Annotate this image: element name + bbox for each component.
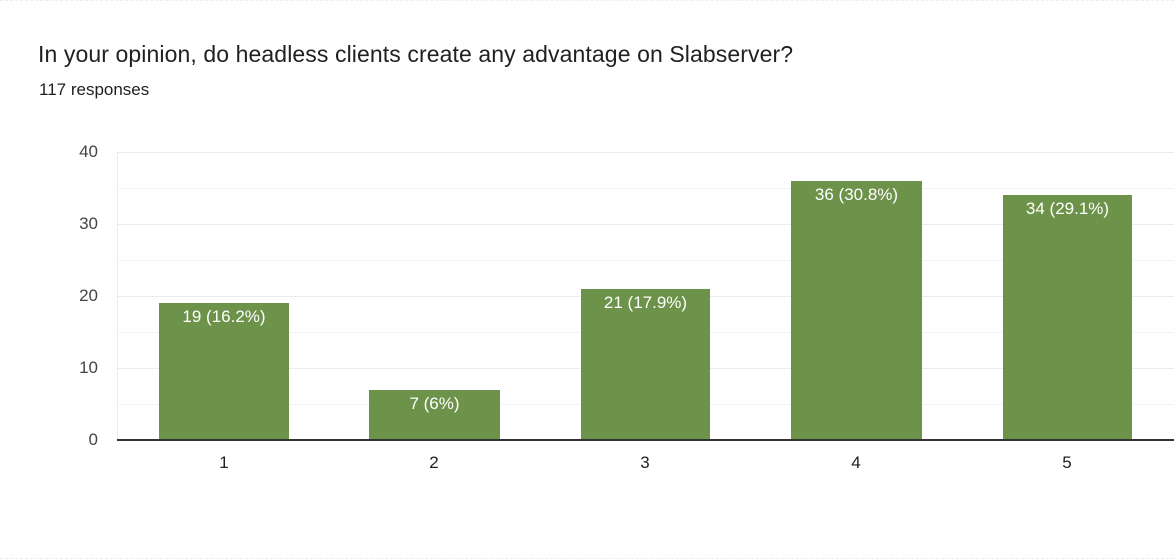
bar-4[interactable]: 36 (30.8%) [791,181,922,440]
gridline-30 [117,224,1174,225]
bar-1[interactable]: 19 (16.2%) [159,303,289,440]
bar-label-4: 36 (30.8%) [814,185,899,204]
y-tick-0: 0 [88,430,98,449]
bar-label-3: 21 (17.9%) [603,293,688,312]
x-tick-1: 1 [219,453,229,472]
bar-label-5: 34 (29.1%) [1025,199,1110,218]
gridline-35 [117,188,1174,189]
chart-title: In your opinion, do headless clients cre… [38,41,794,67]
x-tick-3: 3 [640,453,650,472]
plot-area: 19 (16.2%) 7 (6%) 21 (17.9%) 36 (30.8%) … [117,152,1174,441]
y-tick-10: 10 [79,358,98,377]
bar-2[interactable]: 7 (6%) [369,390,500,440]
y-tick-40: 40 [79,142,98,161]
x-tick-4: 4 [851,453,861,472]
gridline-25 [117,260,1174,261]
x-tick-5: 5 [1062,453,1072,472]
y-tick-30: 30 [79,214,98,233]
bar-label-2: 7 (6%) [409,394,460,413]
bar-3[interactable]: 21 (17.9%) [581,289,710,440]
x-tick-2: 2 [429,453,439,472]
response-count: 117 responses [39,80,150,99]
x-axis-line [117,439,1174,441]
y-tick-20: 20 [79,286,98,305]
bar-label-1: 19 (16.2%) [182,307,266,326]
gridline-40 [117,152,1174,153]
bar-5[interactable]: 34 (29.1%) [1003,195,1132,440]
